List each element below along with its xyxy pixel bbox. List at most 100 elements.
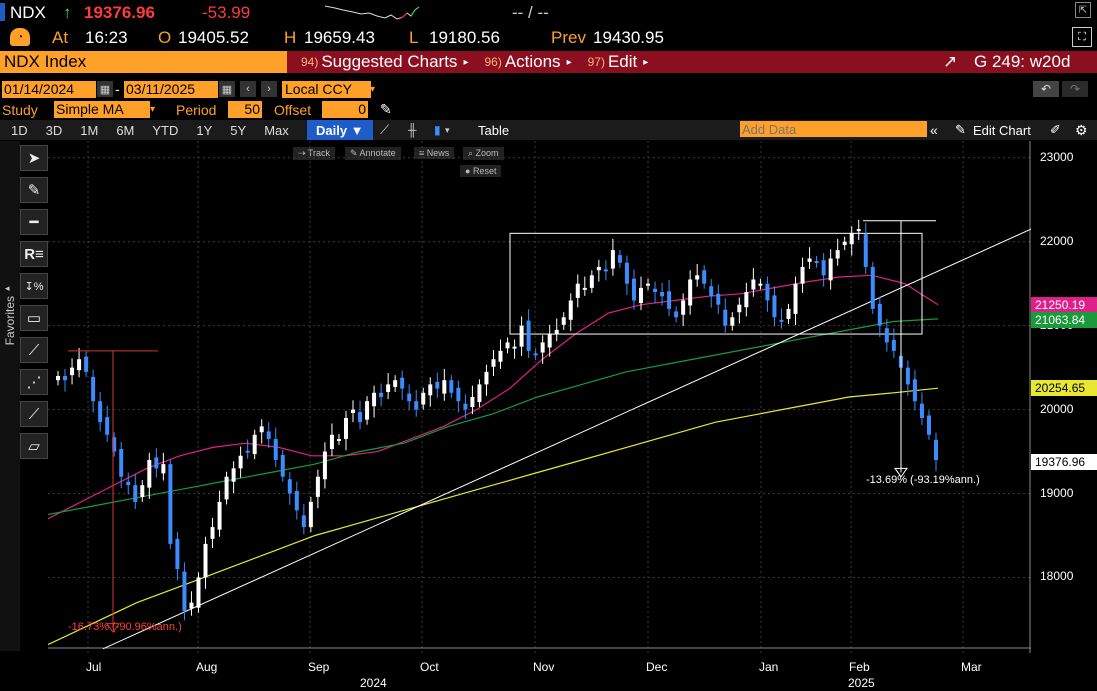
export-icon[interactable]: ↗ (943, 52, 958, 71)
candle-body (203, 543, 208, 578)
candle-body (505, 342, 510, 349)
channel-icon[interactable]: ▱ (20, 433, 48, 459)
trendline-icon[interactable]: ⟋ (20, 337, 48, 363)
sparkline (325, 5, 420, 20)
candle-body (849, 233, 854, 245)
rectangle-icon[interactable]: ▭ (20, 305, 48, 331)
line-chart-icon[interactable]: ⟋ (380, 122, 390, 137)
candle-body (231, 468, 236, 482)
ticker: NDX (10, 2, 46, 22)
currency-select[interactable]: Local CCY (282, 80, 371, 98)
x-tick-label: Nov (533, 660, 555, 674)
candle-body (582, 287, 587, 290)
pointer-icon[interactable]: ➤ (20, 145, 48, 171)
end-date-input[interactable]: 03/11/2025 (124, 80, 218, 98)
reset-button[interactable]: ● Reset (460, 165, 502, 177)
range-forward-button[interactable]: › (261, 81, 277, 97)
pencil-icon[interactable]: ✎ (380, 101, 392, 117)
redo-button[interactable]: ↷ (1062, 81, 1088, 97)
price-chart[interactable] (48, 141, 1031, 653)
candle-body (252, 434, 257, 455)
x-tick-label: Mar (961, 660, 982, 674)
candle-body (863, 234, 868, 267)
collapse-icon[interactable]: « (930, 122, 938, 138)
security-field[interactable]: NDX Index (0, 51, 287, 73)
suggested-charts-menu[interactable]: 94) Suggested Charts ▸ (301, 52, 469, 71)
study-dropdown-icon[interactable]: ▾ (150, 104, 156, 115)
add-data-input[interactable] (740, 121, 927, 137)
timeframe-ytd[interactable]: YTD (152, 122, 179, 138)
quote-bar: ◔ At 16:23 O 19405.52 H 19659.43 L 19180… (0, 25, 1097, 50)
candle-chart-icon[interactable]: ▮ (434, 123, 441, 137)
price-label: 21250.19 (1031, 296, 1097, 313)
gear-icon[interactable]: ⚙ (1075, 121, 1088, 138)
candle-body (112, 437, 117, 452)
x-tick-label: Sep (308, 660, 330, 674)
candle-body (737, 304, 742, 313)
detach-icon[interactable]: ⇱ (1075, 2, 1091, 18)
candle-body (133, 485, 138, 502)
crop-icon[interactable]: ⛶ (1072, 27, 1092, 47)
chart-type-dropdown-icon[interactable]: ▾ (445, 124, 450, 135)
candle-body (610, 250, 615, 269)
currency-dropdown-icon[interactable]: ▾ (370, 83, 376, 95)
edit-menu[interactable]: 97) Edit ▸ (587, 52, 649, 71)
favorites-rail[interactable]: Favorites ◂ (0, 141, 20, 651)
candle-body (919, 403, 924, 418)
candle-body (322, 451, 327, 480)
x-tick-label: Aug (196, 660, 218, 674)
timeframe-max[interactable]: Max (264, 122, 289, 138)
start-date-input[interactable]: 01/14/2024 (2, 80, 96, 98)
zoom-button[interactable]: ⌕ Zoom (463, 147, 504, 160)
undo-button[interactable]: ↶ (1033, 81, 1059, 97)
candle-body (280, 454, 285, 477)
candle-body (259, 426, 264, 433)
calendar-end-icon[interactable]: ▦ (219, 81, 235, 97)
track-button[interactable]: ⇢ Track (293, 147, 336, 160)
annotate-button[interactable]: ✎ Annotate (345, 147, 401, 160)
candle-body (702, 270, 707, 284)
candle-body (435, 381, 440, 389)
range-back-button[interactable]: ‹ (240, 81, 256, 97)
ray-line-icon[interactable]: ⟋ (20, 401, 48, 427)
period-input[interactable]: 50 (228, 101, 262, 118)
candle-body (175, 538, 180, 570)
candle-body (512, 346, 517, 349)
timeframe-5y[interactable]: 5Y (230, 122, 247, 138)
interval-select[interactable]: Daily ▼ (307, 120, 373, 140)
net-change: -53.99 (202, 2, 251, 22)
gauge-icon[interactable]: ◔ (10, 28, 30, 46)
timeframe-1d[interactable]: 1D (11, 122, 28, 138)
offset-input[interactable]: 0 (322, 101, 368, 118)
timeframe-1y[interactable]: 1Y (196, 122, 213, 138)
timeframe-1m[interactable]: 1M (80, 122, 99, 138)
actions-menu[interactable]: 96) Actions ▸ (484, 52, 572, 71)
timeframe-6m[interactable]: 6M (116, 122, 135, 138)
x-tick-label: Oct (420, 660, 439, 674)
horizontal-line-icon[interactable]: ━ (20, 209, 48, 235)
percent-change-icon[interactable]: ↧% (20, 273, 48, 299)
candle-body (653, 288, 658, 293)
candle-body (84, 356, 89, 372)
date-range-bar: 01/14/2024 ▦ - 03/11/2025 ▦ ‹ › Local CC… (0, 79, 1097, 99)
collapse-arrow-icon[interactable]: ◂ (5, 283, 10, 293)
edit-chart-button[interactable]: Edit Chart (973, 122, 1031, 138)
bar-chart-icon[interactable]: ╫ (408, 123, 417, 137)
table-button[interactable]: Table (478, 122, 510, 138)
candle-body (688, 279, 693, 306)
study-select[interactable]: Simple MA (54, 101, 150, 118)
multi-point-line-icon[interactable]: ⋰ (20, 369, 48, 395)
range-separator: - (115, 81, 120, 97)
candle-body (470, 397, 475, 408)
draw-settings-icon[interactable]: ✐ (1050, 122, 1061, 137)
calendar-start-icon[interactable]: ▦ (97, 81, 113, 97)
retracement-icon[interactable]: R≡ (20, 241, 48, 267)
candle-body (315, 476, 320, 497)
edit-chart-pencil-icon[interactable]: ✎ (955, 122, 966, 137)
candle-body (575, 283, 580, 298)
candle-body (800, 266, 805, 284)
candle-body (308, 501, 313, 528)
timeframe-3d[interactable]: 3D (45, 122, 63, 138)
draw-line-icon[interactable]: ✎ (20, 177, 48, 203)
drawdown-arrow-jul (106, 623, 120, 633)
